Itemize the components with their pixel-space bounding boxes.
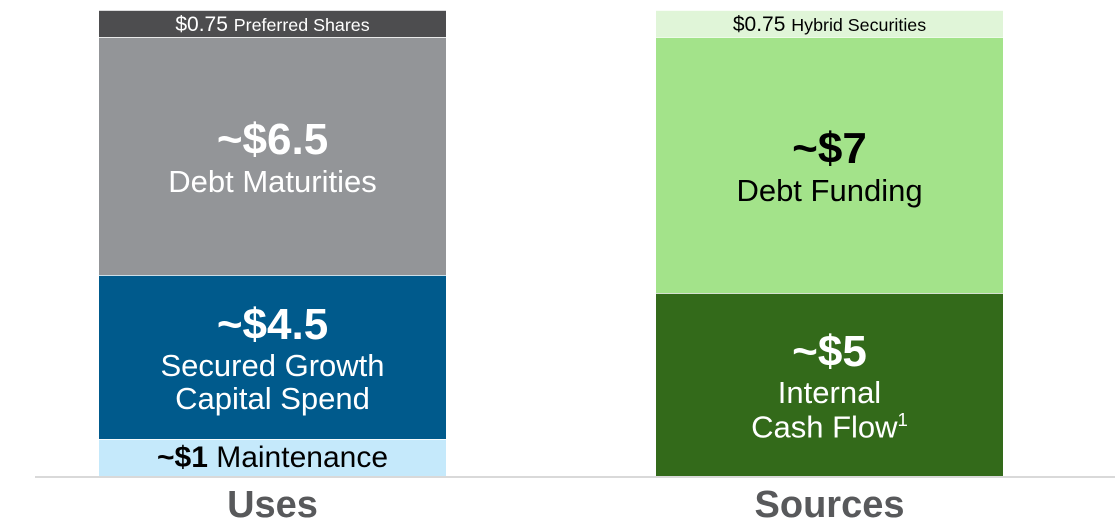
value-label: ~$7 [792, 124, 867, 174]
bar-segment: $0.75 Preferred Shares [99, 10, 446, 38]
segment-name: Maintenance [216, 441, 389, 475]
segment-name: Internal Cash Flow1 [751, 375, 908, 445]
bar-segment: ~$1 Maintenance [99, 439, 446, 476]
bar-segment: $0.75 Hybrid Securities [656, 10, 1003, 38]
category-label: Sources [754, 484, 905, 526]
value-label: ~$1 [156, 441, 208, 475]
segment-label: $0.75 Preferred Shares [175, 14, 369, 35]
segment-label: ~$1 Maintenance [157, 443, 388, 473]
segment-name: Hybrid Securities [791, 14, 927, 35]
category-label: Uses [227, 484, 318, 526]
bar-segment: ~$4.5 Secured Growth Capital Spend [99, 274, 446, 440]
bar-segment: ~$6.5 Debt Maturities [99, 37, 446, 275]
bar-segment: ~$7 Debt Funding [656, 37, 1003, 294]
value-label: $0.75 [732, 12, 786, 36]
segment-name: Secured Growth Capital Spend [160, 348, 385, 416]
value-label: ~$6.5 [216, 115, 329, 165]
segment-name: Preferred Shares [233, 14, 370, 35]
bar-segment: ~$5 Internal Cash Flow1 [656, 293, 1003, 476]
footnote-marker: 1 [897, 408, 908, 430]
value-label: ~$4.5 [216, 299, 329, 349]
segment-label: $0.75 Hybrid Securities [733, 14, 926, 35]
baseline [35, 476, 1115, 478]
segment-name: Debt Maturities [168, 163, 377, 199]
value-label: $0.75 [175, 12, 228, 36]
segment-name: Debt Funding [736, 172, 923, 208]
value-label: ~$5 [792, 326, 867, 376]
